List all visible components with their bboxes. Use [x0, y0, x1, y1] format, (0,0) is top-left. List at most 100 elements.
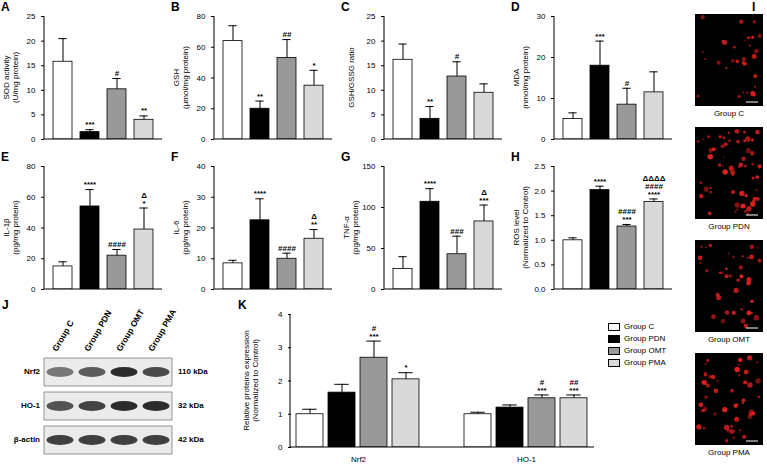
svg-text:IL-6: IL-6: [172, 220, 181, 234]
svg-text:Group C: Group C: [714, 109, 744, 118]
svg-text:Nrf2: Nrf2: [24, 367, 41, 376]
svg-text:Group OMT: Group OMT: [114, 307, 146, 353]
svg-text:60: 60: [197, 43, 206, 52]
svg-text:****: ****: [594, 177, 607, 186]
svg-text:HO-1: HO-1: [21, 401, 41, 410]
svg-text:Δ: Δ: [141, 191, 147, 200]
svg-text:20: 20: [197, 224, 206, 233]
svg-text:1: 1: [278, 410, 283, 419]
svg-text:0: 0: [201, 285, 206, 294]
svg-text:(U/mg protein): (U/mg protein): [11, 52, 20, 103]
svg-text:####: ####: [278, 244, 296, 253]
svg-text:Group OMT: Group OMT: [708, 335, 750, 344]
svg-text:20: 20: [537, 53, 546, 62]
svg-text:***: ***: [369, 332, 379, 341]
svg-text:SOD activity: SOD activity: [2, 55, 11, 99]
svg-text:(pg/mg protein): (pg/mg protein): [11, 200, 20, 255]
svg-text:***: ***: [595, 32, 605, 41]
svg-text:2.0: 2.0: [534, 187, 546, 196]
svg-text:0: 0: [541, 135, 546, 144]
svg-text:Group PDN: Group PDN: [82, 308, 114, 353]
svg-text:0: 0: [201, 135, 206, 144]
svg-text:30: 30: [197, 193, 206, 202]
svg-text:10: 10: [537, 94, 546, 103]
svg-text:###: ###: [450, 227, 464, 236]
svg-text:32 kDa: 32 kDa: [178, 401, 204, 410]
svg-text:*: *: [142, 199, 146, 208]
svg-text:Group PDN: Group PDN: [708, 222, 750, 231]
svg-text:**: **: [257, 92, 264, 101]
svg-text:MDA: MDA: [512, 68, 521, 86]
svg-text:****: ****: [648, 190, 661, 199]
svg-text:40: 40: [27, 224, 36, 233]
svg-text:Group PMA: Group PMA: [146, 308, 178, 353]
svg-text:50: 50: [367, 244, 376, 253]
svg-text:Nrf2: Nrf2: [351, 455, 367, 464]
svg-text:0: 0: [31, 285, 36, 294]
svg-text:25: 25: [27, 12, 36, 21]
svg-text:**: **: [427, 97, 434, 106]
svg-text:(pg/mg protein): (pg/mg protein): [181, 200, 190, 255]
svg-text:40: 40: [197, 74, 206, 83]
svg-text:(μmol/mg protein): (μmol/mg protein): [181, 46, 190, 109]
svg-text:2.5: 2.5: [534, 162, 546, 171]
svg-text:30: 30: [537, 12, 546, 21]
svg-text:10: 10: [197, 254, 206, 263]
svg-text:(pg/mg protein): (pg/mg protein): [351, 200, 360, 255]
svg-text:Group C: Group C: [50, 319, 76, 353]
svg-text:*: *: [312, 61, 316, 70]
svg-text:#: #: [455, 52, 460, 61]
svg-text:80: 80: [27, 162, 36, 171]
svg-text:42 kDa: 42 kDa: [178, 435, 204, 444]
svg-text:***: ***: [479, 196, 489, 205]
svg-text:0: 0: [371, 135, 376, 144]
svg-text:Group PMA: Group PMA: [708, 448, 750, 457]
svg-text:***: ***: [537, 386, 547, 395]
svg-text:****: ****: [424, 179, 437, 188]
svg-text:10: 10: [367, 86, 376, 95]
svg-text:80: 80: [197, 12, 206, 21]
svg-text:*: *: [404, 363, 408, 372]
svg-text:#: #: [372, 324, 377, 333]
svg-text:ΔΔΔΔ: ΔΔΔΔ: [643, 174, 666, 183]
svg-text:**: **: [311, 220, 318, 229]
svg-text:##: ##: [570, 378, 579, 387]
svg-text:5: 5: [31, 110, 36, 119]
svg-text:GSH/GSSG ratio: GSH/GSSG ratio: [347, 47, 356, 108]
svg-text:0.5: 0.5: [534, 260, 546, 269]
svg-text:(Normalized to Control): (Normalized to Control): [251, 339, 260, 422]
svg-text:20: 20: [27, 254, 36, 263]
svg-text:ROS level: ROS level: [512, 209, 521, 245]
svg-text:****: ****: [254, 189, 267, 198]
svg-text:HO-1: HO-1: [517, 455, 537, 464]
svg-text:5: 5: [371, 110, 376, 119]
svg-text:β-actin: β-actin: [14, 435, 40, 444]
svg-text:Δ: Δ: [481, 188, 487, 197]
svg-text:**: **: [141, 106, 148, 115]
svg-text:100: 100: [362, 203, 376, 212]
svg-text:25: 25: [367, 12, 376, 21]
svg-text:***: ***: [85, 120, 95, 129]
svg-text:##: ##: [283, 30, 292, 39]
svg-text:40: 40: [197, 162, 206, 171]
svg-text:10: 10: [27, 86, 36, 95]
svg-text:Δ: Δ: [311, 212, 317, 221]
svg-text:20: 20: [367, 37, 376, 46]
svg-text:GSH: GSH: [172, 69, 181, 87]
svg-text:150: 150: [362, 162, 376, 171]
svg-text:0: 0: [31, 135, 36, 144]
svg-text:0: 0: [371, 285, 376, 294]
svg-text:2: 2: [278, 377, 283, 386]
svg-text:****: ****: [84, 180, 97, 189]
svg-text:1.0: 1.0: [534, 236, 546, 245]
svg-text:4: 4: [278, 310, 283, 319]
svg-text:(Normalized to Control): (Normalized to Control): [521, 186, 530, 269]
svg-text:#: #: [625, 79, 630, 88]
svg-text:####: ####: [618, 207, 636, 216]
svg-text:***: ***: [622, 215, 632, 224]
svg-text:####: ####: [108, 240, 126, 249]
svg-text:####: ####: [645, 182, 663, 191]
svg-text:0.0: 0.0: [534, 285, 546, 294]
svg-text:#: #: [115, 69, 120, 78]
svg-text:1.5: 1.5: [534, 211, 546, 220]
